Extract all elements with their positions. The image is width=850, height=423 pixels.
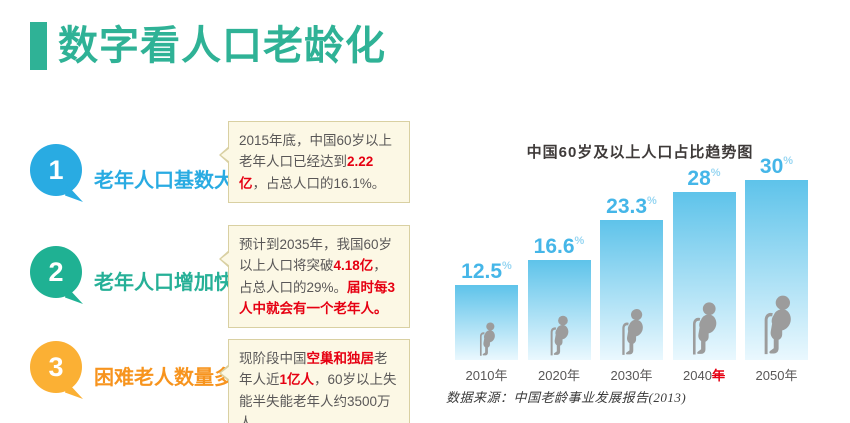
- bar-value-label: 28%: [673, 167, 736, 192]
- bar-value-label: 16.6%: [528, 235, 591, 260]
- item-label: 困难老人数量多: [94, 367, 234, 389]
- chart-bar: 23.3% 2030年: [600, 195, 663, 383]
- item-number: 3: [48, 351, 64, 382]
- note-text-highlight: 空巢和独居: [306, 351, 375, 366]
- year-red-strike: 年: [711, 368, 725, 383]
- percent-sign: %: [502, 260, 512, 272]
- bar-value: 12.5: [461, 260, 503, 283]
- item-row-elderly-base: 1 老年人口基数大: [30, 144, 234, 196]
- note-text: 2015年底，中国60岁以上老年人口已经达到: [239, 133, 393, 170]
- bar-chart: 中国60岁及以上人口占比趋势图 12.5% 2010年 16.6% 2020年 …: [440, 138, 840, 423]
- bar-value: 16.6: [533, 235, 575, 258]
- item-label: 老年人口增加快: [94, 272, 234, 294]
- note-text: ，占总人口的16.1%。: [252, 175, 386, 191]
- bar-value-label: 23.3%: [600, 195, 663, 220]
- bar-year-label: 2020年: [538, 368, 580, 383]
- chart-source: 数据来源：中国老龄事业发展报告(2013): [446, 390, 687, 405]
- chart-bar: 16.6% 2020年: [527, 235, 591, 383]
- note-box: 2015年底，中国60岁以上老年人口已经达到2.22亿，占总人口的16.1%。: [228, 121, 410, 203]
- number-bubble-icon: 3: [30, 341, 82, 393]
- note-text-highlight: 届时每3人中就会有一个老年人。: [239, 279, 396, 316]
- note-box: 现阶段中国空巢和独居老年人近1亿人，60岁以上失能半失能老年人约3500万人。: [228, 339, 410, 423]
- bar-year-label: 2010年: [465, 368, 508, 383]
- number-bubble-icon: 1: [30, 144, 82, 196]
- chart-title: 中国60岁及以上人口占比趋势图: [526, 144, 754, 161]
- note-text: ，占总人口的29%。: [239, 258, 387, 295]
- note-text: ，60岁以上失能半失能老年人约3500万人。: [239, 372, 397, 423]
- bar-value: 30: [759, 155, 784, 178]
- note-box: 预计到2035年，我国60岁以上人口将突破4.18亿，占总人口的29%。届时每3…: [228, 225, 410, 329]
- note-text: 预计到2035年，我国60岁以上人口将突破: [239, 237, 393, 274]
- page-header: 数字看人口老龄化: [30, 22, 386, 70]
- percent-sign: %: [574, 235, 585, 247]
- item-row-elderly-growth: 2 老年人口增加快: [30, 246, 234, 298]
- bar-year-label: 2050年: [755, 368, 798, 383]
- chart-bar: 30% 2050年: [745, 155, 808, 383]
- elderly-person-icon: [692, 302, 717, 355]
- item-number: 1: [48, 154, 64, 185]
- elderly-person-icon: [550, 315, 569, 356]
- chart-bar: 28% 2040年: [672, 167, 736, 383]
- item-row-elderly-difficulty: 3 困难老人数量多: [30, 341, 234, 393]
- page-title: 数字看人口老龄化: [58, 24, 386, 68]
- bar-year-label: 2030年: [610, 368, 653, 383]
- bar-value: 23.3: [606, 195, 648, 218]
- bar-year-label: 2040年: [683, 368, 725, 383]
- elderly-person-icon: [621, 309, 643, 355]
- bar-value-label: 30%: [745, 155, 808, 180]
- percent-sign: %: [647, 195, 657, 207]
- chart-bar: 12.5% 2010年: [455, 260, 518, 383]
- bar-value-label: 12.5%: [455, 260, 518, 285]
- elderly-person-icon: [764, 295, 791, 355]
- item-number: 2: [48, 256, 64, 287]
- percent-sign: %: [783, 155, 794, 167]
- note-text: 现阶段中国: [239, 351, 307, 366]
- elderly-person-icon: [479, 322, 495, 356]
- note-text-highlight: 2.22亿: [239, 154, 374, 191]
- number-bubble-icon: 2: [30, 246, 82, 298]
- bar-value: 28: [687, 167, 711, 190]
- percent-sign: %: [710, 167, 721, 179]
- item-label: 老年人口基数大: [94, 170, 234, 192]
- title-accent-bar: [30, 22, 47, 70]
- note-text-highlight: 1亿人: [279, 372, 315, 388]
- note-text: 老年人近: [239, 351, 388, 388]
- note-text-highlight: 4.18亿: [333, 258, 374, 274]
